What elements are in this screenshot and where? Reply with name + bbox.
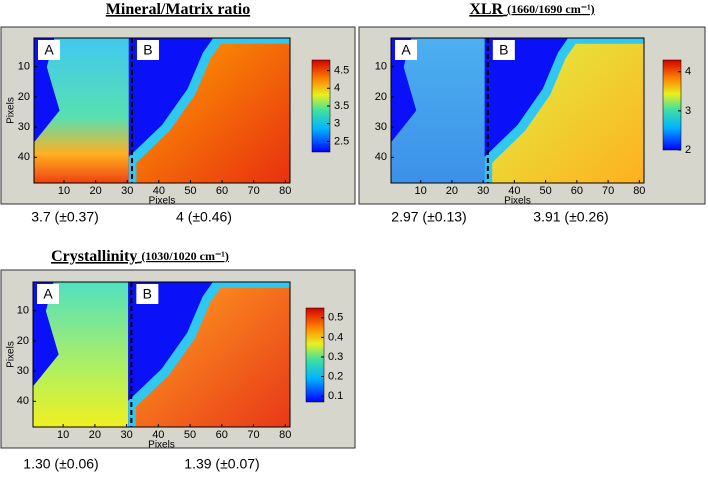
x-tick-label: 50 [184, 429, 196, 441]
region-label-box [492, 40, 515, 60]
x-tick-label: 30 [121, 185, 133, 197]
colorbar-tick-label: 4 [334, 82, 340, 94]
region-label: B [143, 42, 152, 58]
region-stat: 4 (±0.46) [176, 209, 232, 225]
title-note: (1030/1020 cm⁻¹) [141, 249, 229, 263]
region-label: B [143, 286, 152, 302]
region-label: B [499, 42, 508, 58]
region-a-map [391, 38, 485, 183]
panel-title: Mineral/Matrix ratio [106, 1, 250, 18]
heatmap-panel: A B10 20 30 40 50 60 70 8010203040PixelsPixels0.… [0, 269, 356, 451]
y-tick-label: 20 [18, 91, 30, 103]
x-tick-label: 20 [90, 185, 102, 197]
region-b-map [135, 287, 290, 427]
y-axis-label: Pixels [6, 97, 17, 124]
plot-frame [33, 37, 291, 184]
title-main: Crystallinity [51, 248, 137, 265]
x-tick-label: 70 [247, 429, 259, 441]
y-tick-label: 10 [17, 305, 29, 317]
y-tick-label: 40 [17, 395, 29, 407]
y-tick-label: 20 [375, 91, 387, 103]
colorbar-tick-label: 2 [685, 144, 691, 156]
x-tick-label: 40 [152, 429, 164, 441]
x-tick-label: 20 [89, 429, 101, 441]
colorbar-tick-label: 0.4 [328, 331, 343, 343]
region-a-map [34, 38, 129, 183]
panel-title: Crystallinity (1030/1020 cm⁻¹) [51, 248, 229, 265]
x-axis-label: Pixels [148, 440, 175, 451]
region-a-map [33, 282, 129, 427]
colorbar-tick-label: 4.5 [334, 65, 349, 77]
x-tick-label: 80 [279, 185, 291, 197]
x-axis-label: Pixels [149, 196, 176, 207]
plot-frame [32, 281, 291, 428]
region-label: A [44, 42, 54, 58]
colorbar [305, 307, 325, 403]
region-stat: 3.7 (±0.37) [31, 209, 99, 225]
colorbar-tick-label: 0.1 [328, 390, 343, 402]
region-label-box [136, 284, 159, 304]
region-label-box [37, 284, 59, 304]
heatmap-panel: A B10 20 30 40 50 60 70 8010203040PixelsPixels2.… [0, 26, 356, 207]
region-stat: 1.30 (±0.06) [23, 456, 98, 472]
title-main: Mineral/Matrix ratio [106, 1, 250, 18]
region-stat: 3.91 (±0.26) [533, 209, 608, 225]
colorbar-tick-label: 3 [334, 118, 340, 130]
colorbar-tick-label: 2.5 [334, 135, 349, 147]
y-tick-label: 30 [17, 365, 29, 377]
y-axis-label: Pixels [6, 341, 17, 368]
region-b-map [492, 43, 644, 183]
x-tick-label: 70 [248, 185, 260, 197]
colorbar-tick-label: 0.3 [328, 351, 343, 363]
x-tick-label: 40 [153, 185, 165, 197]
region-label-box [395, 40, 417, 60]
colorbar-tick-label: 4 [685, 66, 691, 78]
x-tick-label: 40 [508, 185, 520, 197]
y-tick-label: 30 [18, 121, 30, 133]
x-tick-label: 30 [477, 185, 489, 197]
x-tick-label: 60 [571, 185, 583, 197]
region-stat: 1.39 (±0.07) [184, 456, 259, 472]
y-tick-label: 40 [18, 151, 30, 163]
region-stat: 2.97 (±0.13) [391, 209, 466, 225]
panel-title: XLR (1660/1690 cm⁻¹) [469, 1, 594, 18]
x-axis-label: Pixels [504, 196, 531, 207]
x-tick-label: 60 [216, 429, 228, 441]
x-tick-label: 30 [120, 429, 132, 441]
y-tick-label: 30 [375, 121, 387, 133]
title-main: XLR [469, 1, 503, 18]
plot-frame [390, 37, 645, 184]
x-tick-label: 50 [184, 185, 196, 197]
region-label: A [401, 42, 411, 58]
x-tick-label: 80 [279, 429, 291, 441]
colorbar-tick-label: 3.5 [334, 100, 349, 112]
y-tick-label: 20 [17, 335, 29, 347]
x-tick-label: 10 [57, 429, 69, 441]
region-b-map [136, 43, 290, 183]
x-tick-label: 50 [539, 185, 551, 197]
colorbar [662, 59, 682, 151]
region-label-box [136, 40, 159, 60]
region-label: A [43, 286, 53, 302]
x-tick-label: 80 [633, 185, 645, 197]
title-note: (1660/1690 cm⁻¹) [507, 2, 595, 16]
x-tick-label: 10 [58, 185, 70, 197]
region-label-box [38, 40, 60, 60]
x-tick-label: 60 [216, 185, 228, 197]
colorbar-tick-label: 0.2 [328, 370, 343, 382]
x-tick-label: 10 [415, 185, 427, 197]
x-tick-label: 20 [446, 185, 458, 197]
colorbar-tick-label: 0.5 [328, 312, 343, 324]
x-tick-label: 70 [602, 185, 614, 197]
colorbar-tick-label: 3 [685, 105, 691, 117]
y-tick-label: 10 [375, 61, 387, 73]
y-tick-label: 40 [375, 151, 387, 163]
y-tick-label: 10 [18, 61, 30, 73]
